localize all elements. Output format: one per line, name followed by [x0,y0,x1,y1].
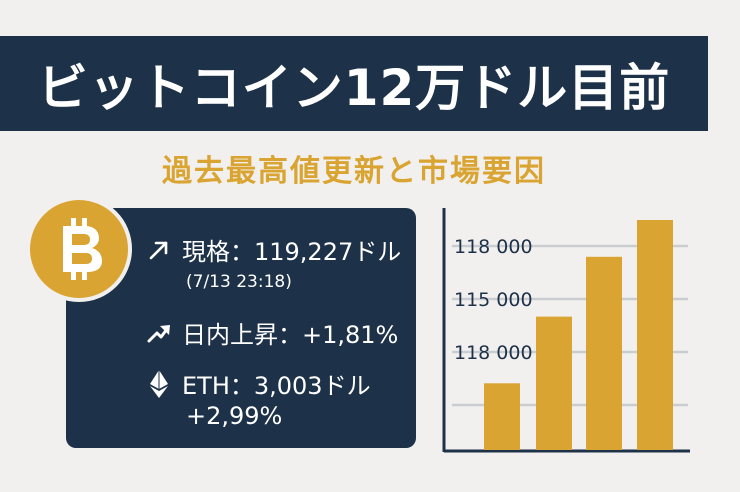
tick-label: 115 000 [454,289,533,311]
price-text: 現格：119,227ドル [182,238,402,266]
eth-price-text: ETH：3,003ドル [182,372,371,400]
tick-label: 118 000 [454,236,533,258]
chart-bar [586,256,622,450]
arrow-up-right-icon [144,235,174,265]
title-banner: ビットコイン12万ドル目前 [0,36,708,131]
ethereum-icon [144,369,174,399]
chart-bar [536,316,572,450]
change-row: 日内上昇：+1,81% [144,315,398,350]
trend-up-arrow-icon [144,318,174,348]
price-timestamp: (7/13 23:18) [186,272,292,292]
tick-label: 118 000 [454,342,533,364]
bitcoin-icon [30,200,128,298]
eth-row: ETH：3,003ドル [144,366,371,401]
change-text: 日内上昇：+1,81% [182,321,399,349]
chart-bar [484,383,520,450]
eth-change-text: +2,99% [186,402,283,430]
price-bar-chart: 118 000 115 000 118 000 [442,208,690,453]
page-subtitle: 過去最高値更新と市場要因 [162,154,546,189]
price-row: 現格：119,227ドル [144,232,401,267]
page-title: ビットコイン12万ドル目前 [37,58,671,117]
chart-bar [637,220,673,450]
